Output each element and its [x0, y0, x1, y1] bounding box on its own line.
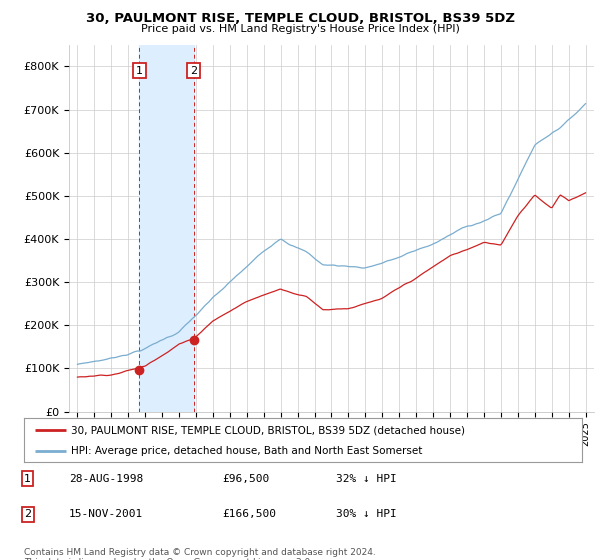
- Text: Contains HM Land Registry data © Crown copyright and database right 2024.
This d: Contains HM Land Registry data © Crown c…: [24, 548, 376, 560]
- Text: 28-AUG-1998: 28-AUG-1998: [69, 474, 143, 484]
- Text: 2: 2: [190, 66, 197, 76]
- Text: 2: 2: [24, 509, 31, 519]
- Bar: [139, 45, 194, 412]
- Text: £96,500: £96,500: [222, 474, 269, 484]
- Text: HPI: Average price, detached house, Bath and North East Somerset: HPI: Average price, detached house, Bath…: [71, 446, 423, 456]
- Text: 30, PAULMONT RISE, TEMPLE CLOUD, BRISTOL, BS39 5DZ: 30, PAULMONT RISE, TEMPLE CLOUD, BRISTOL…: [86, 12, 515, 25]
- Text: 32% ↓ HPI: 32% ↓ HPI: [336, 474, 397, 484]
- Text: 30% ↓ HPI: 30% ↓ HPI: [336, 509, 397, 519]
- Text: 15-NOV-2001: 15-NOV-2001: [69, 509, 143, 519]
- Text: 1: 1: [24, 474, 31, 484]
- Text: Price paid vs. HM Land Registry's House Price Index (HPI): Price paid vs. HM Land Registry's House …: [140, 24, 460, 34]
- Text: £166,500: £166,500: [222, 509, 276, 519]
- Text: 1: 1: [136, 66, 143, 76]
- Text: 30, PAULMONT RISE, TEMPLE CLOUD, BRISTOL, BS39 5DZ (detached house): 30, PAULMONT RISE, TEMPLE CLOUD, BRISTOL…: [71, 425, 466, 435]
